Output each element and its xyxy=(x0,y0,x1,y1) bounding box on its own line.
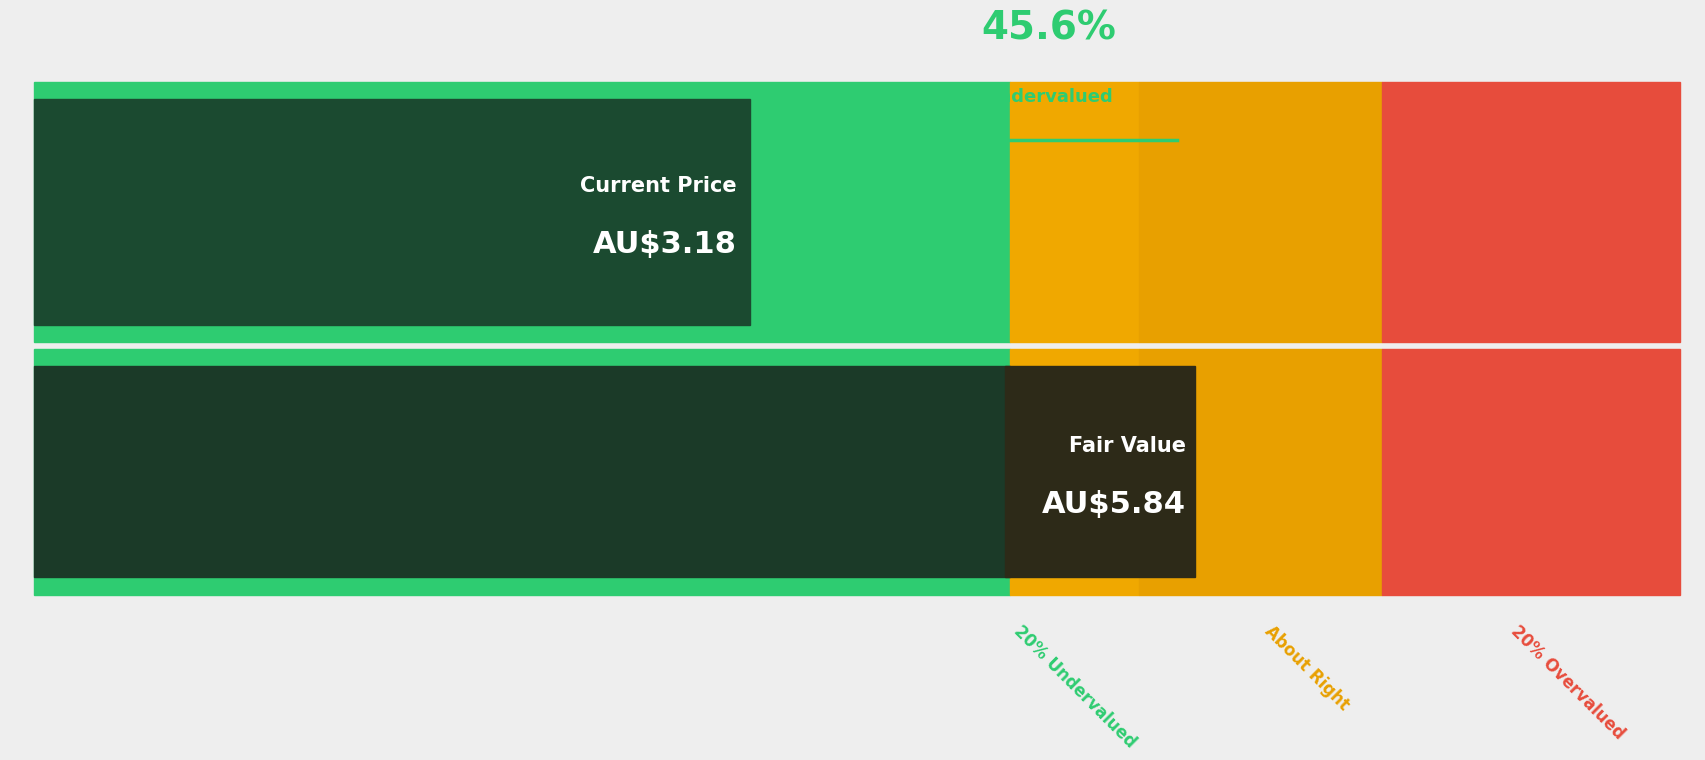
Text: About Right: About Right xyxy=(1260,622,1352,714)
Text: 45.6%: 45.6% xyxy=(980,10,1117,48)
Bar xyxy=(34,99,750,325)
Bar xyxy=(1139,82,1381,342)
Bar xyxy=(1139,349,1381,594)
Text: 20% Undervalued: 20% Undervalued xyxy=(1009,622,1139,751)
Bar xyxy=(1004,366,1193,578)
Bar xyxy=(1009,82,1139,342)
Bar xyxy=(34,349,1009,594)
Text: AU$3.18: AU$3.18 xyxy=(592,230,737,259)
Bar xyxy=(1381,82,1679,342)
Bar xyxy=(1009,349,1139,594)
Bar xyxy=(34,366,1009,578)
Bar xyxy=(34,82,1009,342)
Bar xyxy=(1381,349,1679,594)
Text: Fair Value: Fair Value xyxy=(1069,435,1185,455)
Text: Current Price: Current Price xyxy=(580,176,737,196)
Text: Undervalued: Undervalued xyxy=(984,88,1113,106)
Text: 20% Overvalued: 20% Overvalued xyxy=(1507,622,1627,743)
Text: AU$5.84: AU$5.84 xyxy=(1042,489,1185,519)
